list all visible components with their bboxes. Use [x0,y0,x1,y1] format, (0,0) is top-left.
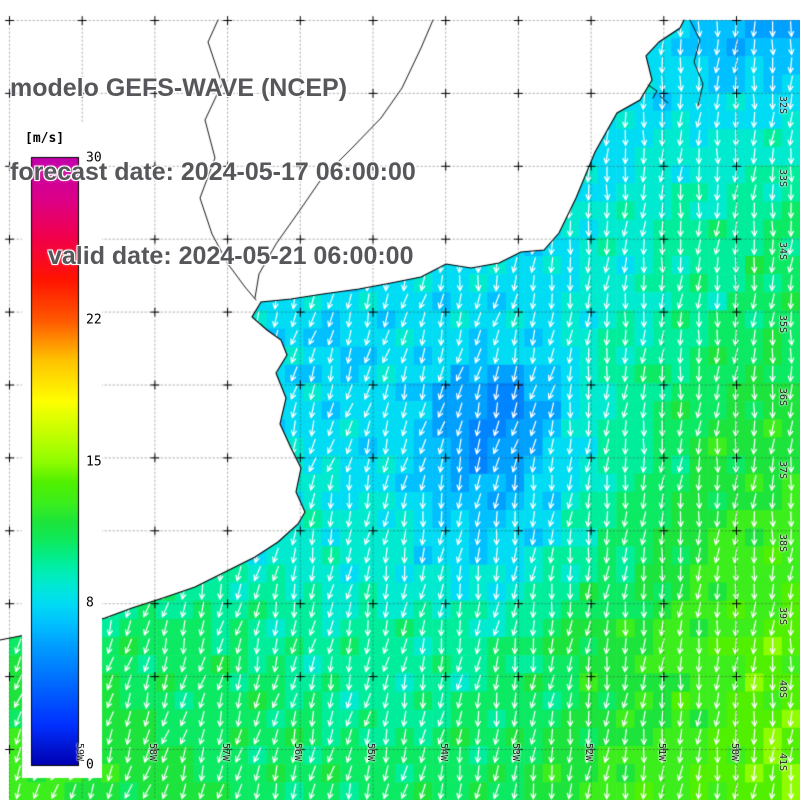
valid-date: valid date: 2024-05-21 06:00:00 [48,242,414,270]
forecast-date: forecast date: 2024-05-17 06:00:00 [10,158,416,186]
colorbar-unit-label: [m/s] [25,131,65,146]
title-block: modelo GEFS-WAVE (NCEP) forecast date: 2… [10,18,416,326]
model-title: modelo GEFS-WAVE (NCEP) [10,74,348,102]
